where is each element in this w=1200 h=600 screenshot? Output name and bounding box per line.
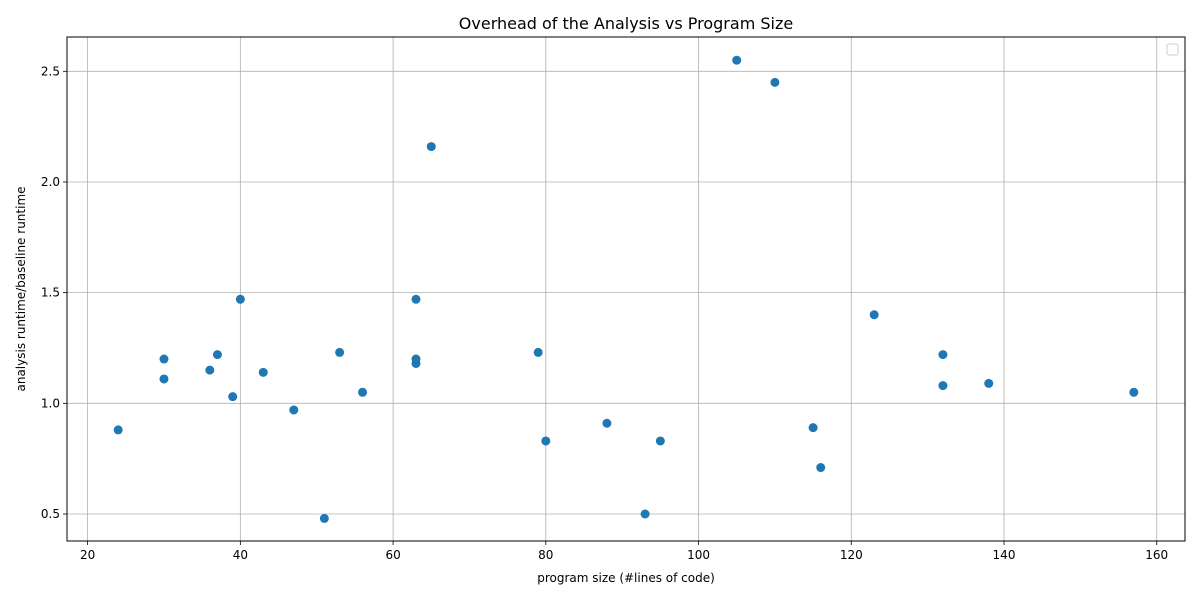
data-point (235, 294, 245, 304)
y-tick-label: 2.5 (41, 64, 60, 78)
data-point (938, 381, 948, 391)
data-point (159, 354, 169, 364)
data-point (411, 358, 421, 368)
y-axis-label: analysis runtime/baseline runtime (14, 186, 28, 391)
grid (67, 37, 1185, 541)
data-point (212, 350, 222, 360)
data-point (228, 392, 238, 402)
data-point (159, 374, 169, 384)
data-point (732, 55, 742, 65)
data-point (205, 365, 215, 375)
x-tick-label: 60 (385, 548, 400, 562)
data-point (655, 436, 665, 446)
data-point (938, 350, 948, 360)
plot-frame (66, 36, 1186, 542)
data-point (289, 405, 299, 415)
data-point (411, 294, 421, 304)
data-point (816, 463, 826, 473)
data-point (113, 425, 123, 435)
x-tick-label: 100 (687, 548, 710, 562)
x-tick-label: 160 (1145, 548, 1168, 562)
data-point (869, 310, 879, 320)
data-point (640, 509, 650, 519)
data-point (335, 347, 345, 357)
x-tick-label: 40 (233, 548, 248, 562)
x-tick-label: 120 (840, 548, 863, 562)
data-point (1129, 387, 1139, 397)
y-axis-ticks: 0.5 1.0 1.5 2.0 2.5 (41, 64, 67, 521)
y-tick-label: 1.0 (41, 396, 60, 410)
legend-box (1166, 43, 1179, 56)
x-axis-ticks: 20 40 60 80 100 120 140 160 (80, 541, 1168, 562)
data-point (770, 77, 780, 87)
data-point (258, 367, 268, 377)
x-tick-label: 140 (993, 548, 1016, 562)
data-point (541, 436, 551, 446)
data-point (426, 142, 436, 152)
data-points (113, 55, 1139, 523)
chart-title: Overhead of the Analysis vs Program Size (459, 14, 793, 33)
data-point (533, 347, 543, 357)
y-tick-label: 2.0 (41, 175, 60, 189)
x-axis-label: program size (#lines of code) (537, 571, 715, 585)
data-point (808, 423, 818, 433)
data-point (984, 378, 994, 388)
data-point (602, 418, 612, 428)
x-tick-label: 80 (538, 548, 553, 562)
y-tick-label: 1.5 (41, 286, 60, 300)
x-tick-label: 20 (80, 548, 95, 562)
y-tick-label: 0.5 (41, 507, 60, 521)
data-point (358, 387, 368, 397)
data-point (319, 513, 329, 523)
